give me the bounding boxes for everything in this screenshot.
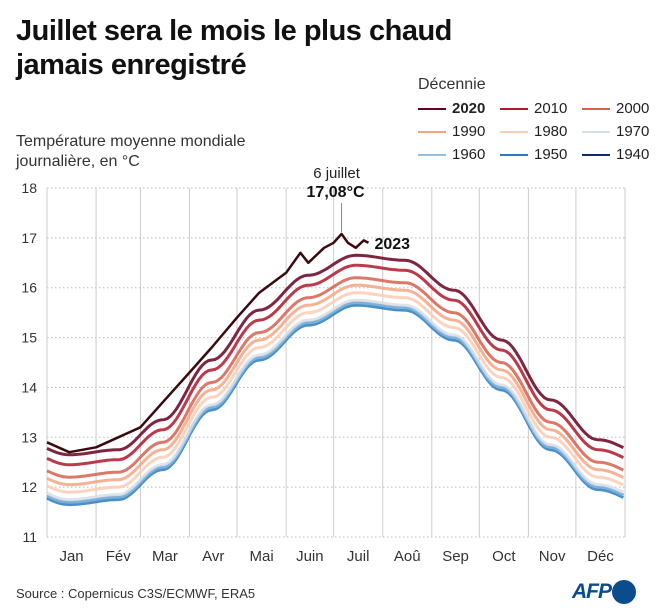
x-tick-label: Sep — [442, 548, 469, 565]
y-tick-label: 14 — [21, 379, 37, 395]
y-tick-label: 15 — [21, 330, 37, 346]
y-tick-label: 12 — [21, 479, 37, 495]
series-line-2010 — [46, 263, 625, 467]
series-line-2020 — [46, 253, 625, 457]
legend-label: 2010 — [534, 100, 568, 117]
logo-text: AFP — [572, 580, 612, 603]
legend-label: 1940 — [616, 146, 650, 163]
legend-swatch — [418, 107, 446, 110]
source-note: Source : Copernicus C3S/ECMWF, ERA5 — [16, 586, 256, 601]
legend-item-2000: 2000 — [582, 100, 660, 117]
legend-item-1950: 1950 — [500, 146, 582, 163]
legend-item-2010: 2010 — [500, 100, 582, 117]
legend-item-2020: 2020 — [418, 100, 500, 117]
series-line-1970 — [46, 298, 625, 502]
chart-title: Juillet sera le mois le plus chaud jamai… — [16, 15, 452, 81]
series-line-1950 — [46, 303, 625, 507]
legend-swatch — [500, 130, 528, 133]
x-tick-label: Déc — [587, 548, 614, 565]
y-tick-label: 17 — [21, 230, 37, 246]
logo-dot-icon — [612, 580, 636, 604]
x-tick-label: Fév — [106, 548, 132, 565]
annotation-date: 6 juillet — [313, 165, 361, 182]
legend-swatch — [582, 153, 610, 156]
legend-item-1960: 1960 — [418, 146, 500, 163]
y-tick-label: 13 — [21, 429, 37, 445]
series-line-2000 — [46, 276, 625, 479]
legend-label: 1970 — [616, 123, 650, 140]
x-tick-label: Aoû — [394, 548, 421, 565]
y-tick-label: 18 — [21, 180, 37, 196]
chart-subtitle: Température moyenne mondiale journalière… — [16, 133, 246, 170]
legend-label: 1950 — [534, 146, 568, 163]
legend-swatch — [582, 107, 610, 110]
annotation-value: 17,08°C — [307, 184, 365, 201]
afp-logo: AFP — [572, 580, 636, 604]
x-tick-label: Avr — [202, 548, 224, 565]
legend-swatch — [418, 153, 446, 156]
legend-label: 1990 — [452, 123, 486, 140]
y-tick-label: 16 — [21, 280, 37, 296]
legend-label: 1980 — [534, 123, 568, 140]
legend-label: 1960 — [452, 146, 486, 163]
legend-swatch — [582, 130, 610, 133]
highlight-label: 2023 — [374, 236, 410, 253]
legend-item-1940: 1940 — [582, 146, 660, 163]
legend-swatch — [500, 153, 528, 156]
x-tick-label: Mai — [249, 548, 273, 565]
legend-title: Décennie — [418, 76, 486, 93]
legend-label: 2020 — [452, 100, 486, 117]
legend-item-1970: 1970 — [582, 123, 660, 140]
legend-swatch — [500, 107, 528, 110]
legend-swatch — [418, 130, 446, 133]
legend-item-1980: 1980 — [500, 123, 582, 140]
legend-label: 2000 — [616, 100, 650, 117]
x-tick-label: Nov — [539, 548, 566, 565]
x-tick-label: Mar — [152, 548, 178, 565]
x-tick-label: Juil — [347, 548, 370, 565]
legend: Décennie 2020 2010 2000 1990 1980 1970 1960 195… — [418, 76, 660, 163]
legend-item-1990: 1990 — [418, 123, 500, 140]
x-tick-label: Jan — [59, 548, 83, 565]
series-line-1990 — [46, 283, 625, 487]
highlight-line-2023 — [46, 232, 370, 454]
y-tick-label: 11 — [22, 529, 37, 545]
x-tick-label: Juin — [296, 548, 324, 565]
x-tick-label: Oct — [492, 548, 516, 565]
series-line-1980 — [46, 291, 625, 494]
